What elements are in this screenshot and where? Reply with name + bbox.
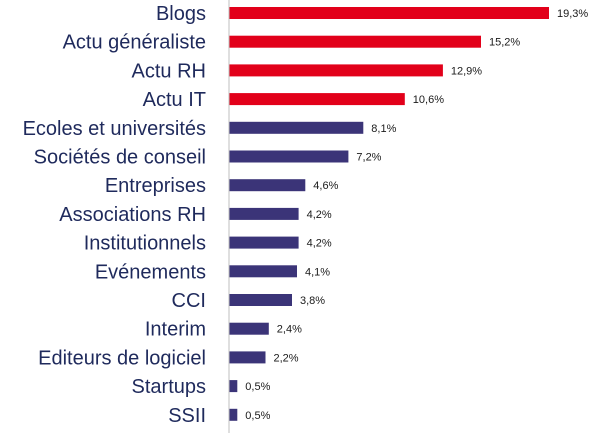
- category-labels-group: Blogs Actu généraliste Actu RH Actu IT Ecole…: [23, 3, 206, 427]
- data-label: 7,2%: [356, 152, 381, 164]
- bar: [229, 35, 481, 48]
- category-label: Evénements: [95, 261, 206, 283]
- bar: [229, 121, 364, 134]
- bar: [229, 265, 297, 278]
- bar: [229, 380, 238, 393]
- category-label: CCI: [172, 290, 206, 312]
- category-label: Editeurs de logiciel: [38, 347, 206, 369]
- data-label: 15,2%: [489, 37, 520, 49]
- bar: [229, 93, 405, 106]
- bar: [229, 207, 299, 220]
- bar: [229, 64, 443, 77]
- data-label: 0,5%: [245, 381, 270, 393]
- bars-group: [229, 7, 549, 421]
- value-labels-group: 19,3% 15,2% 12,9% 10,6% 8,1% 7,2% 4,6% 4,2% 4,2%…: [245, 8, 588, 422]
- category-label: Sociétés de conseil: [34, 147, 206, 169]
- data-label: 12,9%: [451, 65, 482, 77]
- bar: [229, 179, 306, 192]
- category-label: Actu RH: [132, 60, 206, 82]
- bar: [229, 294, 292, 306]
- bar: [229, 351, 266, 364]
- data-label: 3,8%: [300, 295, 325, 307]
- data-label: 4,2%: [307, 238, 332, 250]
- category-label: Entreprises: [105, 175, 206, 197]
- data-label: 19,3%: [557, 8, 588, 20]
- category-label: Actu IT: [143, 89, 206, 111]
- data-label: 4,6%: [313, 180, 338, 192]
- category-label: Institutionnels: [84, 233, 206, 255]
- category-label: Ecoles et universités: [23, 118, 206, 140]
- data-label: 0,5%: [245, 410, 270, 422]
- bar: [229, 236, 299, 249]
- bar: [229, 150, 349, 163]
- data-label: 10,6%: [413, 94, 444, 106]
- data-label: 8,1%: [371, 123, 396, 135]
- category-label: Associations RH: [59, 204, 206, 226]
- bar: [229, 408, 238, 421]
- category-label: Interim: [145, 319, 206, 341]
- category-label: SSII: [168, 405, 206, 427]
- category-label: Blogs: [156, 3, 206, 25]
- bar: [229, 7, 549, 19]
- data-label: 4,1%: [305, 266, 330, 278]
- bar: [229, 322, 269, 335]
- data-label: 4,2%: [307, 209, 332, 221]
- data-label: 2,2%: [274, 352, 299, 364]
- category-label: Startups: [132, 376, 206, 398]
- category-label: Actu généraliste: [63, 32, 206, 54]
- data-label: 2,4%: [277, 324, 302, 336]
